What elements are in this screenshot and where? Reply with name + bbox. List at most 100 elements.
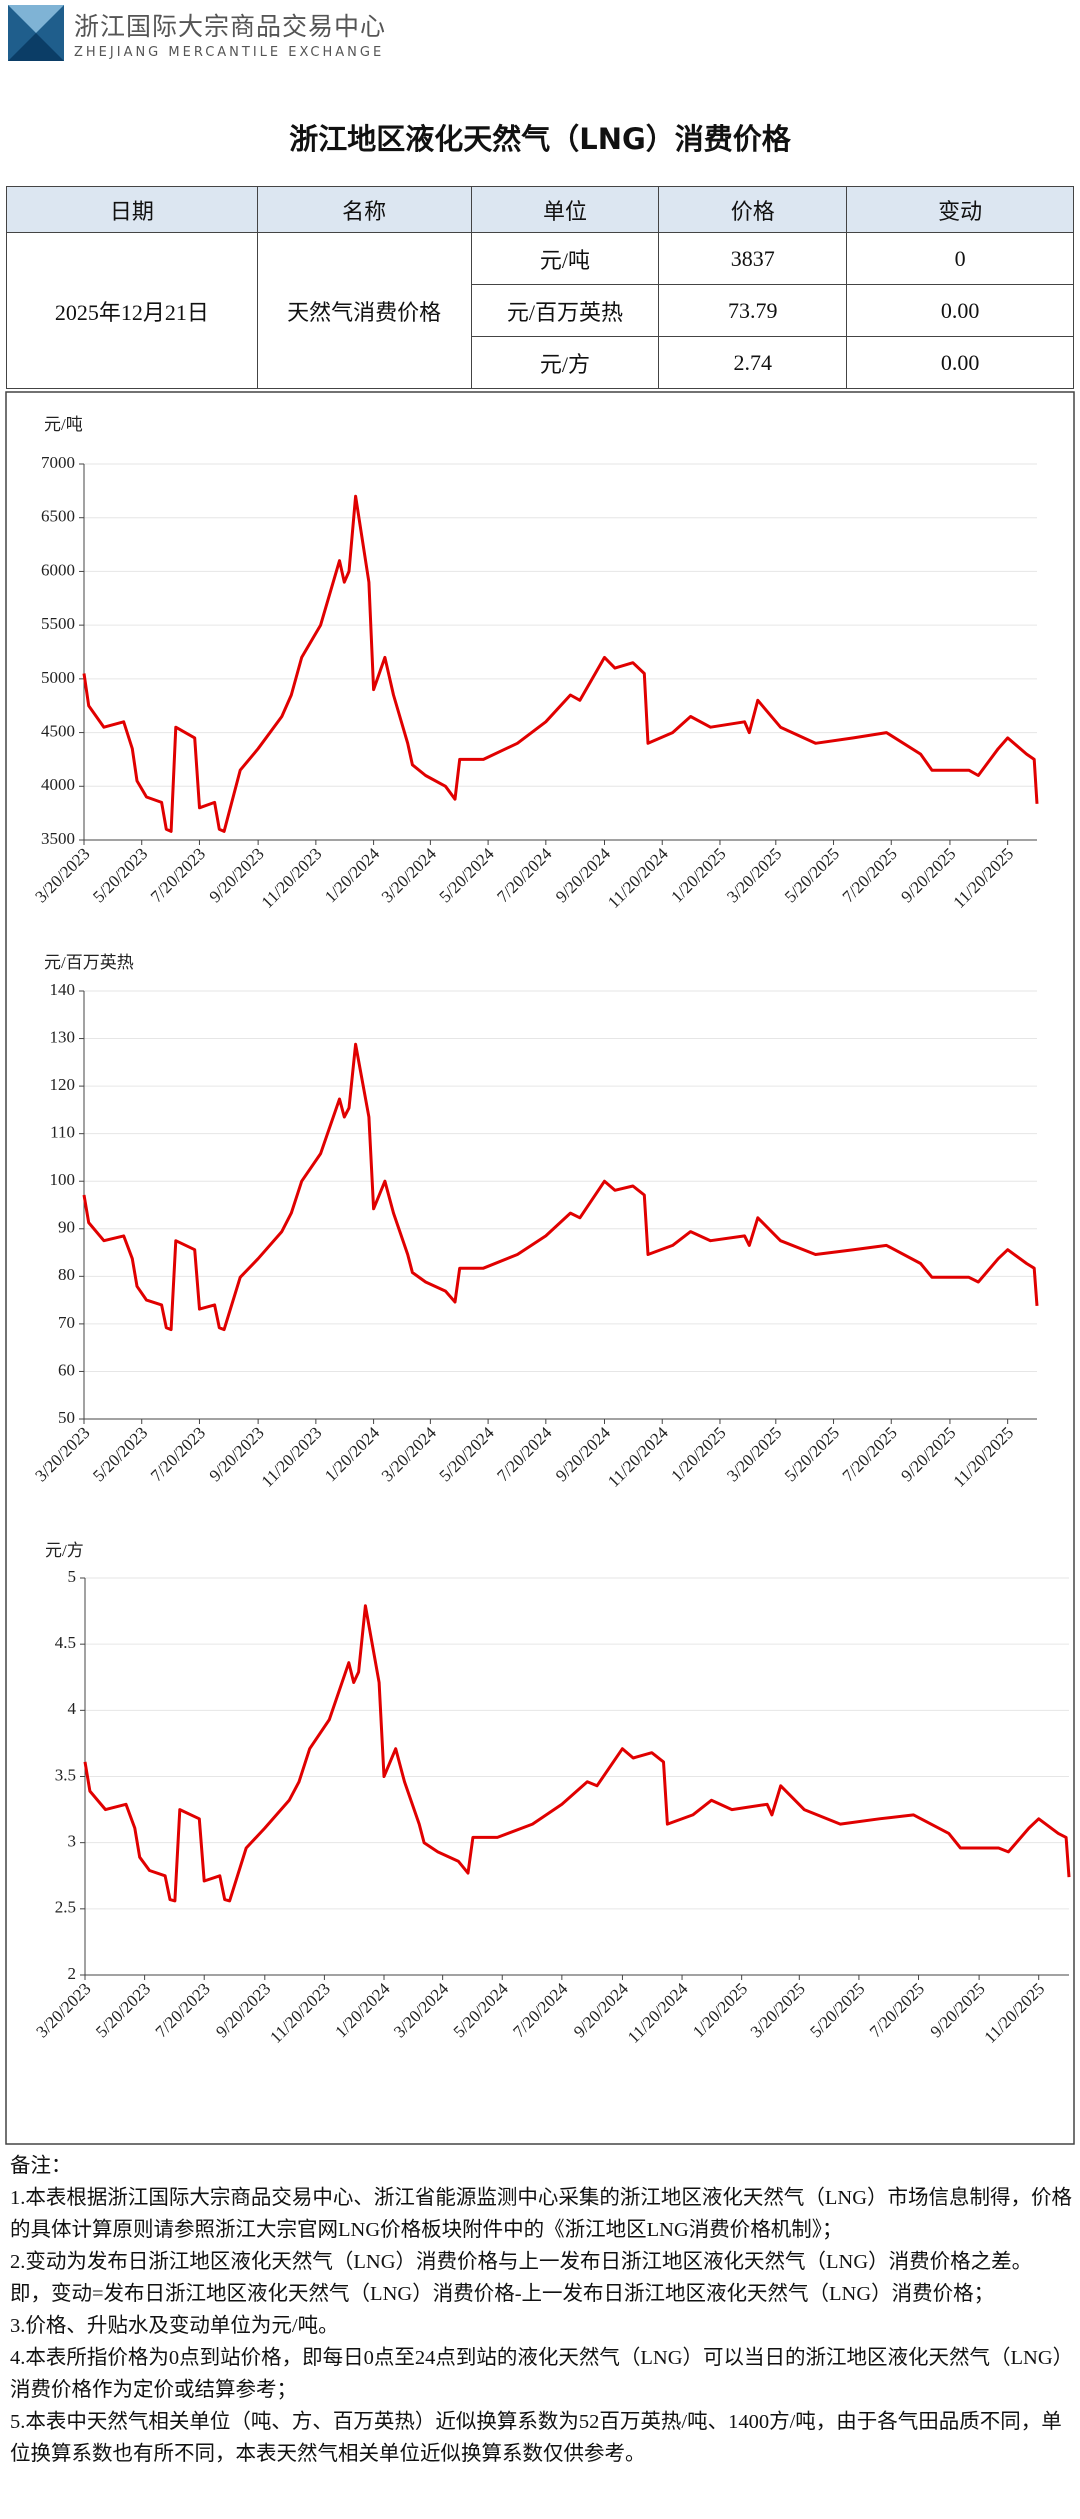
- x-tick-label: 5/20/2024: [436, 844, 499, 907]
- y-tick-label: 100: [50, 1170, 76, 1189]
- unit-cell: 元/吨: [470, 232, 660, 285]
- notes: 备注： 1.本表根据浙江国际大宗商品交易中心、浙江省能源监测中心采集的浙江地区液…: [10, 2150, 1072, 2470]
- price-table: 日期 名称 单位 价格 变动 2025年12月21日 天然气消费价格 元/吨 3837 0 元/…: [6, 186, 1074, 389]
- x-tick-label: 3/20/2023: [31, 844, 93, 906]
- y-axis-unit: 元/百万英热: [44, 953, 134, 972]
- y-tick-label: 4.5: [55, 1633, 76, 1652]
- x-tick-label: 3/20/2025: [723, 844, 785, 906]
- name-cell: 天然气消费价格: [256, 232, 472, 389]
- x-tick-label: 5/20/2023: [89, 1423, 151, 1485]
- x-tick-label: 5/20/2024: [450, 1979, 513, 2042]
- y-tick-label: 140: [50, 980, 76, 999]
- x-tick-label: 7/20/2024: [509, 1979, 572, 2042]
- x-tick-label: 3/20/2025: [723, 1423, 785, 1485]
- x-tick-label: 7/20/2025: [839, 1423, 901, 1485]
- y-tick-label: 5000: [41, 668, 75, 687]
- y-tick-label: 90: [58, 1218, 75, 1237]
- note: 1.本表根据浙江国际大宗商品交易中心、浙江省能源监测中心采集的浙江地区液化天然气…: [10, 2187, 1073, 2241]
- x-tick-label: 11/20/2025: [981, 1979, 1049, 2047]
- x-tick-label: 1/20/2024: [321, 844, 384, 907]
- y-tick-label: 3500: [41, 829, 75, 848]
- y-tick-label: 6000: [41, 560, 75, 579]
- y-tick-label: 4: [68, 1699, 77, 1718]
- x-tick-label: 1/20/2024: [321, 1423, 384, 1486]
- price-cell: 2.74: [658, 336, 848, 389]
- x-tick-label: 5/20/2025: [781, 1423, 843, 1485]
- x-tick-label: 1/20/2025: [689, 1979, 751, 2041]
- y-tick-label: 80: [58, 1265, 75, 1284]
- page-title: 浙江地区液化天然气（LNG）消费价格: [289, 122, 791, 156]
- unit-cell: 元/百万英热: [470, 284, 660, 337]
- x-tick-label: 5/20/2023: [89, 844, 151, 906]
- unit-cell: 元/方: [470, 336, 660, 389]
- x-tick-label: 9/20/2025: [926, 1979, 988, 2041]
- y-tick-label: 4500: [41, 721, 75, 740]
- x-tick-label: 3/20/2024: [378, 1423, 441, 1486]
- date-cell: 2025年12月21日: [6, 232, 258, 389]
- x-tick-label: 5/20/2025: [806, 1979, 868, 2041]
- note: 2.变动为发布日浙江地区液化天然气（LNG）消费价格与上一发布日浙江地区液化天然…: [10, 2251, 1033, 2305]
- chart-frame: [5, 391, 1075, 2145]
- y-tick-label: 3.5: [55, 1765, 76, 1784]
- y-axis-unit: 元/方: [45, 1541, 84, 1560]
- change-cell: 0: [846, 232, 1074, 285]
- column-header: 变动: [846, 186, 1074, 233]
- org-name-en: ZHEJIANG MERCANTILE EXCHANGE: [74, 44, 385, 60]
- x-tick-label: 11/20/2023: [258, 1423, 326, 1491]
- charts: 元/吨 3500 4000 4500 5000 5500 6000 6500 7000 3/20/…: [5, 391, 1075, 2145]
- x-tick-label: 11/20/2024: [624, 1979, 692, 2047]
- note: 5.本表中天然气相关单位（吨、方、百万英热）近似换算系数为52百万英热/吨、14…: [10, 2411, 1062, 2465]
- x-tick-label: 11/20/2024: [604, 1423, 672, 1491]
- price-line: [82, 494, 1039, 833]
- y-tick-label: 7000: [41, 453, 75, 472]
- x-tick-label: 5/20/2023: [92, 1979, 154, 2041]
- x-tick-label: 3/20/2024: [378, 844, 441, 907]
- x-tick-label: 5/20/2024: [436, 1423, 499, 1486]
- x-tick-label: 7/20/2025: [839, 844, 901, 906]
- y-axis-unit: 元/吨: [44, 415, 83, 434]
- x-tick-label: 3/20/2023: [31, 1423, 93, 1485]
- x-tick-label: 3/20/2024: [390, 1979, 453, 2042]
- column-header: 名称: [256, 186, 472, 233]
- price-cell: 3837: [658, 232, 848, 285]
- y-tick-label: 4000: [41, 775, 75, 794]
- x-tick-label: 11/20/2023: [266, 1979, 334, 2047]
- x-tick-label: 7/20/2023: [147, 1423, 209, 1485]
- column-header: 单位: [470, 186, 660, 233]
- x-tick-label: 3/20/2023: [32, 1979, 94, 2041]
- change-cell: 0.00: [846, 336, 1074, 389]
- x-tick-label: 7/20/2024: [493, 1423, 556, 1486]
- x-tick-label: 5/20/2025: [781, 844, 843, 906]
- x-tick-label: 11/20/2025: [949, 844, 1017, 912]
- y-tick-label: 2: [68, 1964, 77, 1983]
- y-tick-label: 120: [50, 1075, 76, 1094]
- price-cell: 73.79: [658, 284, 848, 337]
- y-tick-label: 5500: [41, 614, 75, 633]
- x-tick-label: 7/20/2023: [152, 1979, 214, 2041]
- column-header: 价格: [658, 186, 848, 233]
- y-tick-label: 3: [68, 1832, 77, 1851]
- y-tick-label: 70: [58, 1313, 75, 1332]
- y-tick-label: 130: [50, 1027, 76, 1046]
- y-tick-label: 60: [58, 1360, 75, 1379]
- logo-icon: [8, 5, 64, 61]
- note: 3.价格、升贴水及变动单位为元/吨。: [10, 2315, 339, 2337]
- y-tick-label: 110: [50, 1123, 75, 1142]
- x-tick-label: 11/20/2025: [949, 1423, 1017, 1491]
- x-tick-label: 9/20/2024: [570, 1979, 633, 2042]
- org-name: 浙江国际大宗商品交易中心: [74, 11, 387, 41]
- x-tick-label: 11/20/2024: [604, 844, 672, 912]
- y-tick-label: 5: [68, 1567, 77, 1586]
- x-tick-label: 7/20/2024: [493, 844, 556, 907]
- note: 4.本表所指价格为0点到站价格，即每日0点至24点到站的液化天然气（LNG）可以…: [10, 2347, 1063, 2401]
- notes-heading: 备注：: [10, 2155, 72, 2177]
- y-tick-label: 6500: [41, 507, 75, 526]
- x-tick-label: 9/20/2023: [212, 1979, 274, 2041]
- change-cell: 0.00: [846, 284, 1074, 337]
- x-tick-label: 1/20/2024: [331, 1979, 394, 2042]
- x-tick-label: 1/20/2025: [667, 1423, 729, 1485]
- y-tick-label: 2.5: [55, 1898, 76, 1917]
- price-line: [82, 1042, 1039, 1332]
- x-tick-label: 11/20/2023: [258, 844, 326, 912]
